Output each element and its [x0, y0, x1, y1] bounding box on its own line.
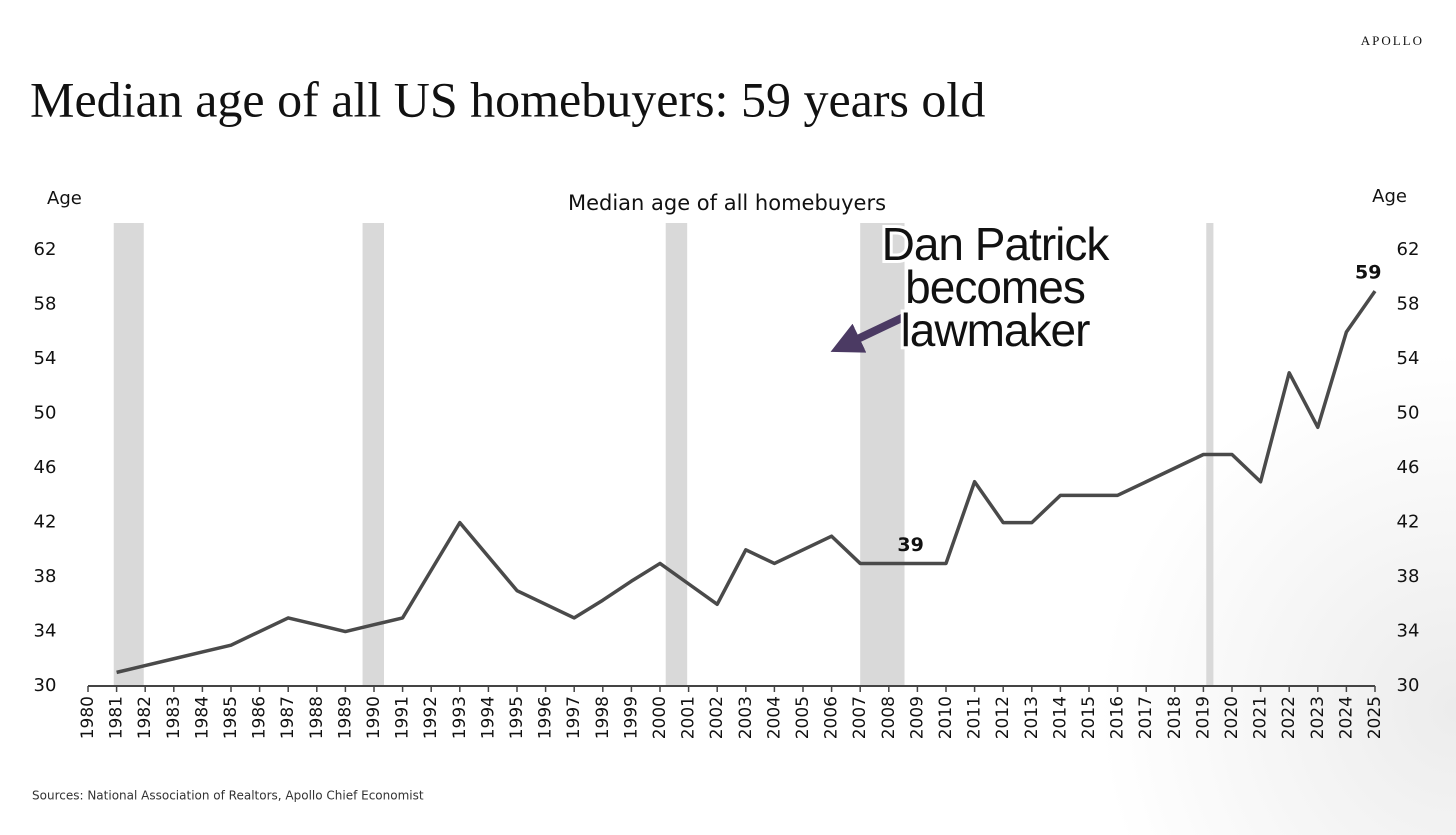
data-line — [116, 290, 1377, 675]
x-tick-label: 1995 — [507, 696, 527, 739]
x-tick-label: 2005 — [793, 696, 813, 739]
chart-subtitle: Median age of all homebuyers — [568, 191, 886, 215]
x-tick-label: 1999 — [621, 696, 641, 739]
recession-band — [362, 223, 385, 686]
x-tick-label: 1982 — [135, 696, 155, 739]
x-tick-label: 1998 — [593, 696, 613, 739]
x-tick-label: 2021 — [1251, 696, 1271, 739]
x-tick-label: 2002 — [707, 696, 727, 739]
annotation-text: Dan Patrick — [882, 218, 1111, 270]
x-tick-label: 1994 — [478, 696, 498, 739]
x-tick-label: 1996 — [536, 696, 556, 739]
value-label: 39 — [897, 534, 923, 556]
y2-tick-label: 62 — [1397, 239, 1420, 260]
x-tick-label: 1986 — [250, 696, 270, 739]
x-tick-label: 1988 — [307, 696, 327, 739]
y-tick-label: 54 — [34, 348, 57, 369]
y2-axis-title: Age — [1372, 186, 1407, 207]
annotation-arrow — [830, 312, 908, 353]
y-tick-label: 50 — [34, 403, 57, 424]
x-tick-label: 2014 — [1050, 696, 1070, 739]
x-tick-label: 2013 — [1022, 696, 1042, 739]
x-tick-label: 2004 — [764, 696, 784, 739]
x-tick-label: 2012 — [993, 696, 1013, 739]
y2-tick-label: 50 — [1397, 403, 1420, 424]
y2-tick-label: 34 — [1397, 621, 1420, 642]
x-tick-label: 1989 — [335, 696, 355, 739]
y-tick-label: 42 — [34, 512, 57, 533]
x-tick-label: 2006 — [822, 696, 842, 739]
shade-layer — [113, 223, 1214, 686]
x-tick-label: 2017 — [1136, 696, 1156, 739]
recession-band — [665, 223, 688, 686]
brand: APOLLO — [1361, 33, 1424, 48]
x-tick-label: 1980 — [78, 696, 98, 739]
x-tick-label: 1993 — [450, 696, 470, 739]
x-tick-label: 2020 — [1222, 696, 1242, 739]
x-tick-label: 1997 — [564, 696, 584, 739]
annotation-text: lawmaker — [901, 304, 1091, 356]
y-tick-label: 62 — [34, 239, 57, 260]
y-tick-label: 58 — [34, 294, 57, 315]
annotation-text: becomes — [905, 261, 1085, 313]
recession-band — [113, 223, 144, 686]
y2-tick-label: 46 — [1397, 457, 1420, 478]
x-tick-label: 2001 — [679, 696, 699, 739]
chart-title: Median age of all US homebuyers: 59 year… — [30, 71, 985, 127]
y2-tick-label: 30 — [1397, 675, 1420, 696]
y-tick-label: 38 — [34, 566, 57, 587]
x-tick-label: 2024 — [1336, 696, 1356, 739]
x-tick-label: 2023 — [1308, 696, 1328, 739]
source-note: Sources: National Association of Realtor… — [32, 789, 424, 803]
x-tick-label: 1985 — [221, 696, 241, 739]
y-tick-label: 34 — [34, 621, 57, 642]
y2-tick-label: 38 — [1397, 566, 1420, 587]
x-tick-label: 2010 — [936, 696, 956, 739]
x-tick-label: 1987 — [278, 696, 298, 739]
y2-tick-label: 58 — [1397, 294, 1420, 315]
x-tick-label: 2008 — [879, 696, 899, 739]
x-tick-label: 1984 — [192, 696, 212, 739]
x-tick-label: 1990 — [364, 696, 384, 739]
x-tick-label: 2003 — [736, 696, 756, 739]
x-tick-label: 2016 — [1108, 696, 1128, 739]
x-tick-label: 1992 — [421, 696, 441, 739]
x-tick-label: 1983 — [164, 696, 184, 739]
x-tick-label: 2025 — [1365, 696, 1385, 739]
y-tick-label: 30 — [34, 675, 57, 696]
x-tick-label: 1981 — [107, 696, 127, 739]
y-tick-label: 46 — [34, 457, 57, 478]
x-tick-label: 2009 — [907, 696, 927, 739]
x-tick-label: 1991 — [393, 696, 413, 739]
x-tick-label: 2000 — [650, 696, 670, 739]
y-axis-title: Age — [47, 188, 82, 209]
x-tick-label: 2019 — [1193, 696, 1213, 739]
value-label: 59 — [1355, 262, 1381, 284]
recession-band — [860, 223, 905, 686]
x-tick-label: 2018 — [1165, 696, 1185, 739]
y2-tick-label: 54 — [1397, 348, 1420, 369]
x-tick-label: 2022 — [1279, 696, 1299, 739]
x-tick-label: 2011 — [965, 696, 985, 739]
x-tick-label: 2007 — [850, 696, 870, 739]
y2-tick-label: 42 — [1397, 512, 1420, 533]
x-tick-label: 2015 — [1079, 696, 1099, 739]
